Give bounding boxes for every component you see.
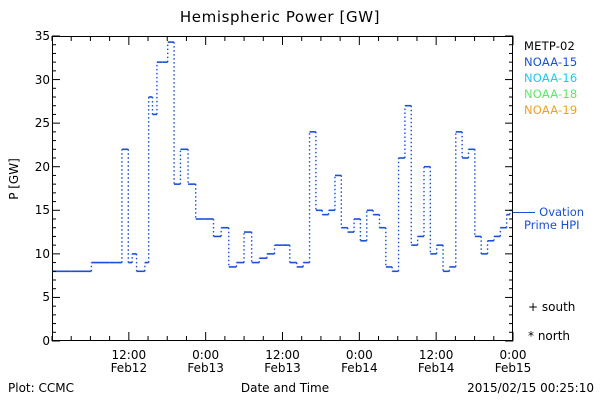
legend-item-metp-02: METP-02 xyxy=(524,39,576,53)
y-tick-label: 5 xyxy=(42,290,50,305)
x-tick-time: 12:00 xyxy=(111,348,147,362)
x-tick-label: 12:00 Feb12 xyxy=(89,349,169,375)
x-tick-date: Feb12 xyxy=(110,361,148,375)
x-tick-label: 12:00 Feb13 xyxy=(243,349,323,375)
x-tick-date: Feb13 xyxy=(187,361,224,375)
ovation-label-line1: — Ovation xyxy=(524,205,585,219)
y-tick-label: 15 xyxy=(34,203,50,218)
x-axis-title: Date and Time xyxy=(240,381,330,395)
y-tick-label: 10 xyxy=(34,246,50,261)
x-tick-date: Feb14 xyxy=(417,361,455,375)
plot-area xyxy=(52,36,513,341)
x-tick-time: 0:00 xyxy=(345,348,373,362)
x-tick-date: Feb13 xyxy=(264,361,301,375)
ovation-label-line2: Prime HPI xyxy=(524,217,580,232)
y-tick-label: 25 xyxy=(34,116,50,131)
legend-item-noaa-19: NOAA-19 xyxy=(524,103,578,117)
x-tick-date: Feb14 xyxy=(341,361,378,375)
x-tick-time: 12:00 xyxy=(265,348,300,362)
legend-item-noaa-18: NOAA-18 xyxy=(524,87,578,101)
legend-item-noaa-16: NOAA-16 xyxy=(524,71,578,85)
y-tick-label: 20 xyxy=(34,159,50,174)
south-marker-label: + south xyxy=(528,300,576,314)
y-tick-label: 35 xyxy=(34,29,50,43)
plot-credit: Plot: CCMC xyxy=(8,381,74,395)
x-tick-label: 0:00 Feb13 xyxy=(166,349,246,375)
y-tick-label: 0 xyxy=(42,334,50,348)
data-series-plot xyxy=(52,36,513,341)
page-title: Hemispheric Power [GW] xyxy=(179,8,381,26)
plot-timestamp: 2015/02/15 00:25:10 xyxy=(467,381,594,395)
legend-item-noaa-15: NOAA-15 xyxy=(524,55,578,69)
x-tick-label: 12:00 Feb14 xyxy=(396,349,476,375)
y-axis-tick-labels: 0 5 10 15 20 25 30 35 xyxy=(12,0,50,400)
y-tick-label: 30 xyxy=(34,72,50,87)
x-tick-time: 0:00 xyxy=(192,348,220,362)
axis-ticks xyxy=(52,36,513,341)
x-tick-time: 12:00 xyxy=(418,348,454,362)
x-tick-time: 0:00 xyxy=(499,348,527,362)
x-tick-label: 0:00 Feb14 xyxy=(319,349,399,375)
ovation-prime-hpi-label: — Ovation Prime HPI xyxy=(524,206,600,231)
x-tick-label: 0:00 Feb15 xyxy=(473,349,553,375)
ovation-legend-dash xyxy=(513,212,535,213)
legend: METP-02 NOAA-15 NOAA-16 NOAA-18 NOAA-19 xyxy=(524,38,600,118)
ovation-prime-hpi-series xyxy=(52,42,513,271)
x-axis-tick-labels: 12:00 Feb12 0:00 Feb13 12:00 Feb13 0:00 Feb14 12… xyxy=(0,349,600,381)
north-marker-label: * north xyxy=(528,329,571,343)
x-tick-date: Feb15 xyxy=(494,361,532,375)
